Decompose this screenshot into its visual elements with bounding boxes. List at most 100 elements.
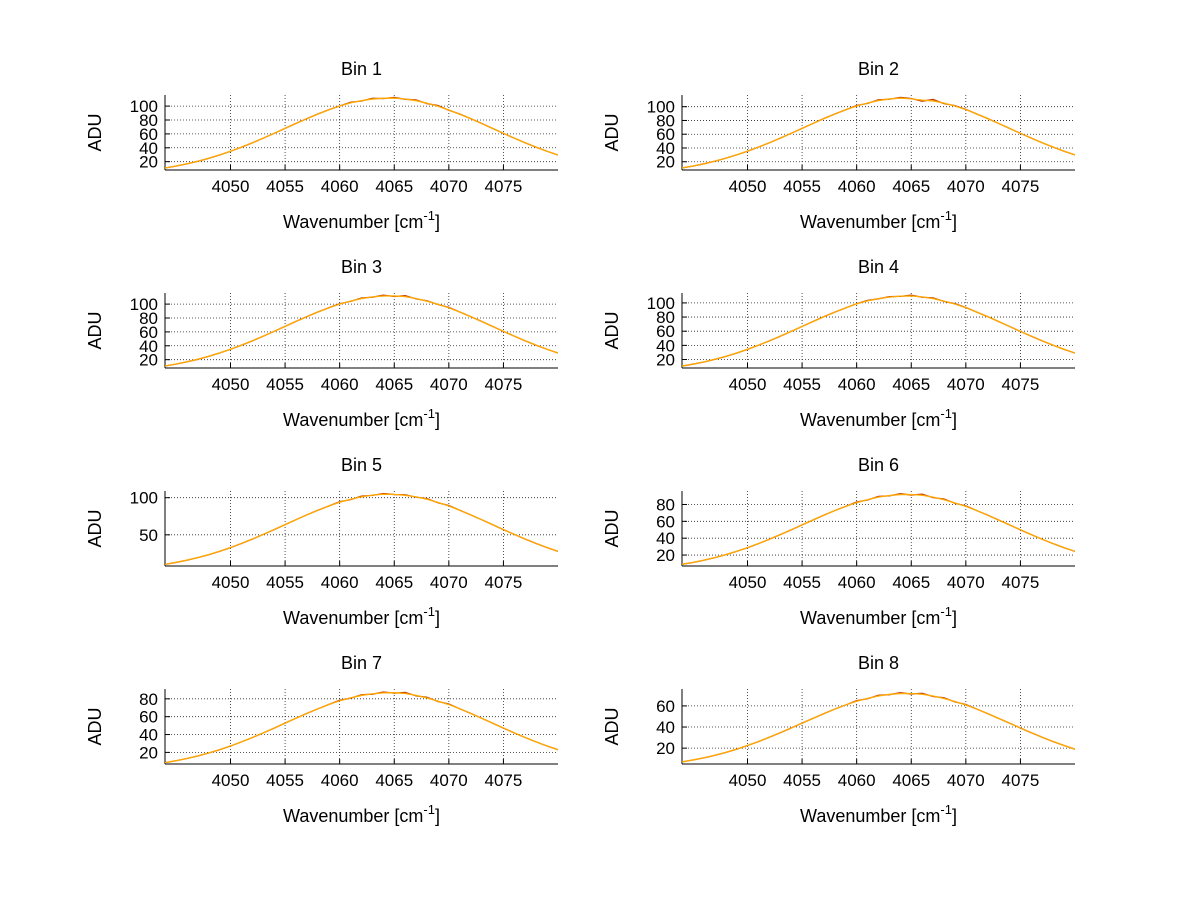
x-tick-label: 4070 (947, 771, 985, 790)
y-tick-label: 60 (656, 512, 675, 531)
subplot-title: Bin 1 (341, 59, 382, 79)
x-tick-label: 4050 (729, 573, 767, 592)
x-tick-label: 4050 (212, 573, 250, 592)
spectrum-underlay (682, 294, 1075, 367)
y-tick-labels: 20 40 60 (656, 697, 675, 758)
x-tick-label: 4070 (430, 771, 468, 790)
x-tick-label: 4055 (783, 771, 821, 790)
subplot-title: Bin 6 (858, 455, 899, 475)
gridlines (682, 491, 1075, 566)
x-tick-label: 4050 (729, 771, 767, 790)
x-tick-label: 4055 (783, 177, 821, 196)
x-tick-label: 4075 (485, 573, 523, 592)
subplot-title: Bin 2 (858, 59, 899, 79)
spectrum-underlay (165, 294, 558, 367)
y-tick-label: 100 (647, 294, 675, 313)
x-axis-label: Wavenumber [cm-1] (800, 406, 957, 430)
x-tick-label: 4075 (485, 177, 523, 196)
y-tick-label: 40 (139, 726, 158, 745)
x-tick-label: 4050 (729, 375, 767, 394)
x-tick-label: 4070 (430, 177, 468, 196)
y-tick-label: 40 (656, 336, 675, 355)
axes (681, 293, 1075, 369)
x-tick-labels: 4050 4055 4060 4065 4070 4075 (212, 573, 523, 592)
spectrum-line (682, 692, 1075, 763)
x-tick-label: 4055 (266, 771, 304, 790)
x-tick-label: 4075 (1002, 375, 1040, 394)
x-axis-label: Wavenumber [cm-1] (283, 208, 440, 232)
y-tick-label: 40 (139, 337, 158, 356)
x-tick-label: 4060 (321, 771, 359, 790)
y-axis-label: ADU (602, 707, 622, 745)
axes (681, 95, 1075, 171)
y-axis-label: ADU (85, 707, 105, 745)
y-tick-label: 40 (139, 139, 158, 158)
y-tick-label: 60 (656, 322, 675, 341)
y-axis-label: ADU (602, 509, 622, 547)
y-tick-label: 20 (656, 739, 675, 758)
x-tick-label: 4055 (266, 573, 304, 592)
x-tick-labels: 4050 4055 4060 4065 4070 4075 (212, 771, 523, 790)
x-tick-label: 4060 (838, 177, 876, 196)
y-tick-label: 100 (130, 489, 158, 508)
x-tick-label: 4055 (783, 573, 821, 592)
y-axis-label: ADU (85, 311, 105, 349)
y-tick-label: 60 (139, 125, 158, 144)
x-tick-labels: 4050 4055 4060 4065 4070 4075 (212, 375, 523, 394)
x-tick-labels: 4050 4055 4060 4065 4070 4075 (729, 375, 1040, 394)
y-tick-label: 40 (656, 718, 675, 737)
x-tick-labels: 4050 4055 4060 4065 4070 4075 (729, 177, 1040, 196)
spectrum-underlay (165, 492, 558, 566)
axes (681, 491, 1075, 567)
subplot-title: Bin 4 (858, 257, 899, 277)
x-axis-label: Wavenumber [cm-1] (800, 208, 957, 232)
y-tick-label: 50 (139, 526, 158, 545)
axes (164, 95, 558, 171)
gridlines (165, 491, 558, 566)
y-tick-label: 40 (656, 139, 675, 158)
x-tick-label: 4075 (1002, 177, 1040, 196)
x-tick-label: 4070 (947, 375, 985, 394)
x-tick-label: 4075 (485, 771, 523, 790)
x-axis-label: Wavenumber [cm-1] (283, 604, 440, 628)
y-axis-label: ADU (602, 311, 622, 349)
subplot-title: Bin 5 (341, 455, 382, 475)
spectrum-line (682, 493, 1075, 565)
x-axis-label: Wavenumber [cm-1] (800, 802, 957, 826)
spectrum-line (165, 692, 558, 764)
x-tick-label: 4050 (212, 177, 250, 196)
spectrum-underlay (682, 96, 1075, 169)
charts-grid: Bin 1 4050 4055 4060 4065 4070 4075 20 40 60 80 100… (55, 43, 1089, 835)
x-tick-label: 4055 (266, 177, 304, 196)
x-tick-label: 4070 (430, 375, 468, 394)
x-tick-label: 4050 (729, 177, 767, 196)
x-tick-label: 4060 (321, 573, 359, 592)
x-tick-label: 4060 (838, 375, 876, 394)
spectrum-underlay (165, 96, 558, 169)
y-tick-label: 80 (139, 309, 158, 328)
spectrum-line (165, 295, 558, 367)
x-axis-label: Wavenumber [cm-1] (800, 604, 957, 628)
y-tick-labels: 50 100 (130, 489, 158, 545)
x-tick-label: 4065 (892, 177, 930, 196)
y-tick-label: 80 (139, 111, 158, 130)
axes (164, 293, 558, 369)
subplot-bin-5: Bin 5 4050 4055 4060 4065 4070 4075 50 100 ADU Wav… (85, 455, 558, 628)
gridlines (165, 689, 558, 764)
x-tick-label: 4070 (430, 573, 468, 592)
axes (164, 689, 558, 765)
x-tick-label: 4070 (947, 177, 985, 196)
x-tick-label: 4075 (1002, 771, 1040, 790)
y-axis-label: ADU (85, 509, 105, 547)
spectrum-line (165, 493, 558, 566)
gridlines (682, 95, 1075, 170)
